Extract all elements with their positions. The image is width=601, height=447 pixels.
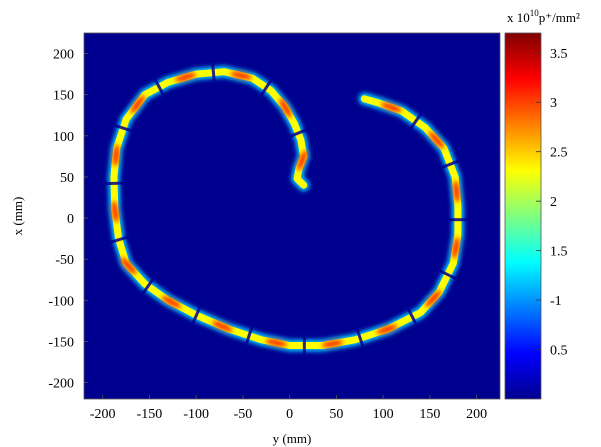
spot-gap — [211, 63, 216, 82]
beam-spot — [279, 98, 292, 118]
beam-spot — [376, 324, 398, 334]
colorbar-ticks: 3.5 3 2.5 2 1.5 -1 0.5 — [536, 47, 568, 359]
y-tick-label: 50 — [60, 171, 74, 186]
y-tick-label: -200 — [48, 377, 74, 392]
x-tick-label: 100 — [373, 407, 394, 422]
colorbar — [504, 32, 542, 400]
x-axis-label: y (mm) — [273, 431, 312, 446]
y-tick-label: -150 — [48, 335, 74, 350]
beam-spot — [425, 290, 442, 307]
x-tick-label: -50 — [234, 407, 253, 422]
spot-gap — [406, 308, 418, 326]
spot-gap — [109, 235, 128, 244]
colorbar-tick-label: 3 — [550, 96, 557, 111]
spot-gap — [105, 181, 124, 186]
x-tick-label: -100 — [183, 407, 209, 422]
y-axis-ticks: 200 150 100 50 0 -50 -100 -150 -200 — [48, 48, 88, 392]
beam-spot — [265, 338, 288, 347]
beam-spot — [453, 180, 460, 203]
beam-spot — [130, 95, 145, 114]
spot-gap — [260, 79, 273, 96]
spot-gap — [114, 123, 133, 133]
beam-spot — [297, 150, 308, 171]
x-tick-label: 50 — [329, 407, 343, 422]
beam-spot — [380, 102, 402, 113]
spot-gap — [191, 306, 202, 325]
spot-gap — [448, 218, 467, 222]
plot-frame — [83, 32, 501, 400]
x-tick-label: -200 — [90, 407, 116, 422]
y-tick-label: -50 — [55, 253, 74, 268]
beam-spot — [120, 257, 137, 275]
colorbar-tick-label: -1 — [550, 294, 562, 309]
y-tick-label: 100 — [53, 130, 74, 145]
beam-spot — [428, 131, 445, 149]
colorbar-unit-suffix: p⁺/mm² — [539, 10, 580, 25]
beam-spot — [112, 144, 120, 167]
beam-spot — [174, 72, 197, 82]
y-tick-label: 200 — [53, 48, 74, 63]
spot-gap — [302, 336, 306, 355]
beam-spot — [230, 71, 252, 80]
spot-gap — [441, 159, 460, 169]
x-tick-label: -150 — [137, 407, 163, 422]
colorbar-tick-label: 1.5 — [550, 245, 568, 260]
colorbar-unit-prefix: x 10 — [507, 10, 530, 25]
beam-spiral — [105, 63, 467, 355]
colorbar-unit-label: x 1010p⁺/mm² — [507, 8, 580, 25]
x-tick-label: 0 — [286, 407, 293, 422]
spot-gap — [439, 269, 457, 280]
beam-spot — [161, 296, 182, 308]
y-tick-label: 150 — [53, 89, 74, 104]
y-tick-label: -100 — [48, 294, 74, 309]
beam-spot — [321, 340, 344, 348]
y-tick-label: 0 — [67, 212, 74, 227]
beam-spot — [212, 321, 233, 332]
colorbar-tick-label: 2.5 — [550, 146, 568, 161]
x-axis-ticks: -200 -150 -100 -50 0 50 100 150 200 — [90, 395, 487, 422]
x-tick-label: 150 — [419, 407, 440, 422]
colorbar-tick-label: 2 — [550, 195, 557, 210]
x-tick-label: 200 — [466, 407, 487, 422]
spot-gap — [289, 128, 308, 138]
beam-spot — [452, 236, 460, 259]
spot-gap — [244, 326, 254, 345]
colorbar-tick-label: 3.5 — [550, 47, 568, 62]
spot-gap — [355, 329, 365, 348]
beam-spot — [111, 200, 119, 223]
colorbar-tick-label: 0.5 — [550, 344, 568, 359]
spot-gap — [409, 112, 423, 130]
spot-gap — [141, 277, 155, 295]
spot-gap — [153, 78, 165, 96]
y-axis-label: x (mm) — [10, 197, 25, 236]
colorbar-unit-exponent: 10 — [530, 8, 540, 18]
